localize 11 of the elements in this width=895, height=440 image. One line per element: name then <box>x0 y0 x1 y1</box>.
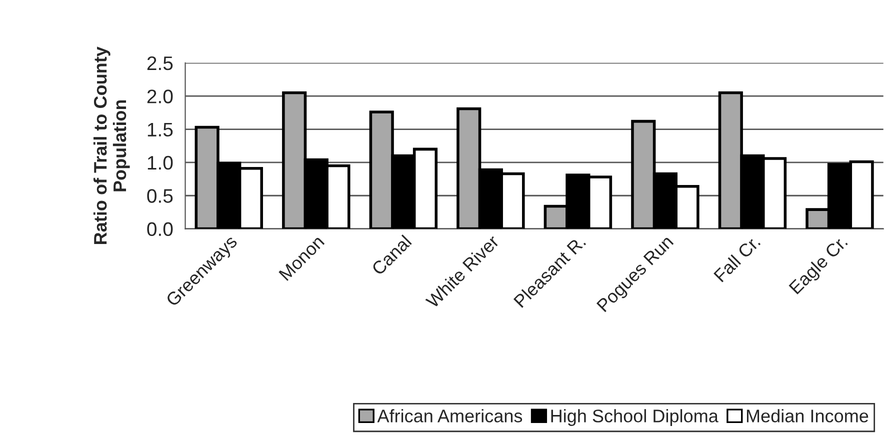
y-axis-title: Ratio of Trail to County Population <box>93 46 130 244</box>
y-tick-label: 0.5 <box>147 189 173 203</box>
y-tick-label: 1.0 <box>148 156 173 170</box>
y-tick-label: 2.0 <box>147 90 173 104</box>
legend-label: Median Income <box>746 409 868 422</box>
y-tick-label: 0.0 <box>147 222 173 236</box>
legend-label: High School Diploma <box>551 409 718 426</box>
x-tick-label: Fall Cr. <box>713 234 761 282</box>
y-tick-label: 2.5 <box>147 56 173 70</box>
y-tick-label: 1.5 <box>148 122 173 137</box>
legend-label: African Americans <box>377 409 522 422</box>
